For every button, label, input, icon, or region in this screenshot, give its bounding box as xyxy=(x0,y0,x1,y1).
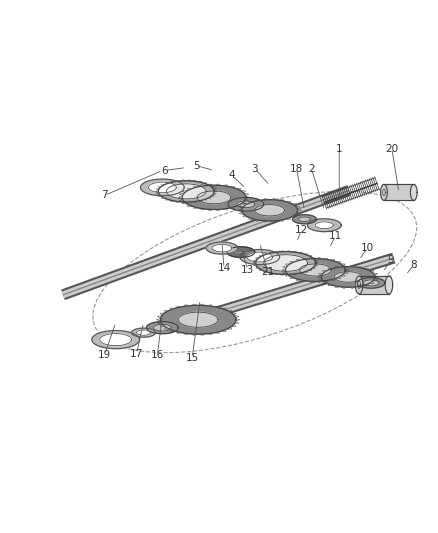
Polygon shape xyxy=(293,215,316,224)
Polygon shape xyxy=(212,244,232,252)
Text: 1: 1 xyxy=(336,143,343,154)
Polygon shape xyxy=(315,222,333,229)
Polygon shape xyxy=(182,185,246,209)
Text: 13: 13 xyxy=(241,265,254,275)
Polygon shape xyxy=(355,276,363,294)
Text: 2: 2 xyxy=(308,164,315,174)
Polygon shape xyxy=(307,219,341,232)
Polygon shape xyxy=(159,181,214,202)
Text: 18: 18 xyxy=(290,164,303,174)
Polygon shape xyxy=(334,272,362,282)
Polygon shape xyxy=(92,330,140,349)
Polygon shape xyxy=(363,280,379,286)
Polygon shape xyxy=(160,305,236,334)
Polygon shape xyxy=(206,242,238,254)
Polygon shape xyxy=(357,278,385,288)
Polygon shape xyxy=(298,217,311,222)
Text: 6: 6 xyxy=(161,166,168,175)
Text: 17: 17 xyxy=(130,349,143,359)
Text: 4: 4 xyxy=(229,171,235,181)
Text: 12: 12 xyxy=(295,225,308,235)
Text: 9: 9 xyxy=(388,255,394,265)
Polygon shape xyxy=(242,200,297,221)
Polygon shape xyxy=(359,276,389,294)
Text: 21: 21 xyxy=(261,267,274,277)
Text: 19: 19 xyxy=(98,350,111,360)
Polygon shape xyxy=(410,184,417,200)
Text: 16: 16 xyxy=(151,350,164,360)
Text: 10: 10 xyxy=(360,243,374,253)
Polygon shape xyxy=(300,264,331,276)
Polygon shape xyxy=(385,276,393,294)
Polygon shape xyxy=(247,252,273,262)
Polygon shape xyxy=(197,191,231,204)
Text: 7: 7 xyxy=(102,190,108,200)
Polygon shape xyxy=(178,312,218,327)
Polygon shape xyxy=(321,266,375,287)
Polygon shape xyxy=(256,252,315,274)
Text: 15: 15 xyxy=(186,352,199,362)
Polygon shape xyxy=(131,328,155,337)
Polygon shape xyxy=(137,330,150,335)
Polygon shape xyxy=(240,249,279,264)
Polygon shape xyxy=(148,182,176,193)
Polygon shape xyxy=(228,198,264,211)
Polygon shape xyxy=(153,324,171,331)
Polygon shape xyxy=(264,255,307,271)
Text: 14: 14 xyxy=(217,263,230,273)
Text: 3: 3 xyxy=(251,164,258,174)
Polygon shape xyxy=(381,184,387,200)
Polygon shape xyxy=(100,334,131,346)
Polygon shape xyxy=(286,259,345,281)
Polygon shape xyxy=(227,247,255,257)
Polygon shape xyxy=(384,184,414,200)
Polygon shape xyxy=(166,184,206,199)
Polygon shape xyxy=(255,205,285,216)
Text: 11: 11 xyxy=(328,231,342,241)
Text: 8: 8 xyxy=(410,260,417,270)
Text: 20: 20 xyxy=(385,143,399,154)
Polygon shape xyxy=(237,201,255,208)
Polygon shape xyxy=(146,321,178,334)
Polygon shape xyxy=(141,179,184,196)
Text: 5: 5 xyxy=(193,160,199,171)
